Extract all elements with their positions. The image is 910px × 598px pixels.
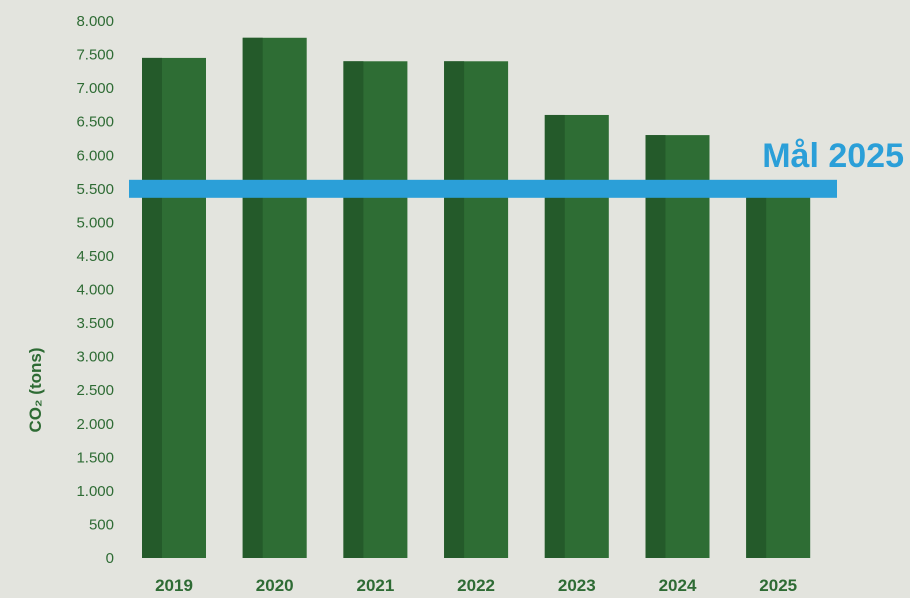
bar-shade-2023: [544, 114, 565, 558]
y-tick-label: 5.000: [76, 214, 114, 231]
y-tick-label: 5.500: [76, 181, 114, 198]
x-tick-label: 2022: [457, 576, 495, 595]
y-tick-label: 7.500: [76, 47, 114, 64]
bars: [142, 37, 811, 559]
target-line: [129, 179, 837, 198]
y-tick-label: 8.000: [76, 13, 114, 30]
y-tick-label: 500: [89, 516, 114, 533]
y-axis-label: CO₂ (tons): [26, 348, 45, 433]
x-tick-label: 2019: [155, 576, 193, 595]
y-tick-label: 0: [106, 550, 114, 567]
y-tick-label: 6.000: [76, 147, 114, 164]
y-tick-label: 4.500: [76, 248, 114, 265]
y-tick-label: 2.500: [76, 382, 114, 399]
x-tick-label: 2020: [256, 576, 294, 595]
x-tick-label: 2021: [356, 576, 394, 595]
x-tick-label: 2024: [659, 576, 697, 595]
y-tick-label: 1.000: [76, 483, 114, 500]
bar-shade-2020: [242, 37, 263, 558]
y-tick-label: 7.000: [76, 80, 114, 97]
y-tick-label: 2.000: [76, 416, 114, 433]
bar-shade-2025: [746, 188, 767, 558]
y-tick-label: 3.000: [76, 349, 114, 366]
y-axis-ticks: 0 500 1.000 1.500 2.000 2.500 3.000 3.500 4.000 4…: [76, 13, 114, 567]
x-tick-label: 2023: [558, 576, 596, 595]
target-group: Mål 2025: [129, 137, 904, 198]
x-axis-labels: 2019 2020 2021 2022 2023 2024 2025: [155, 576, 797, 595]
x-tick-label: 2025: [759, 576, 797, 595]
bar-shade-2021: [343, 61, 364, 559]
bar-shade-2022: [444, 61, 465, 559]
y-tick-label: 1.500: [76, 449, 114, 466]
y-tick-label: 3.500: [76, 315, 114, 332]
bar-shade-2024: [645, 135, 666, 559]
bar-shade-2019: [142, 57, 162, 558]
y-tick-label: 4.000: [76, 282, 114, 299]
target-label: Mål 2025: [762, 137, 904, 175]
y-tick-label: 6.500: [76, 114, 114, 131]
